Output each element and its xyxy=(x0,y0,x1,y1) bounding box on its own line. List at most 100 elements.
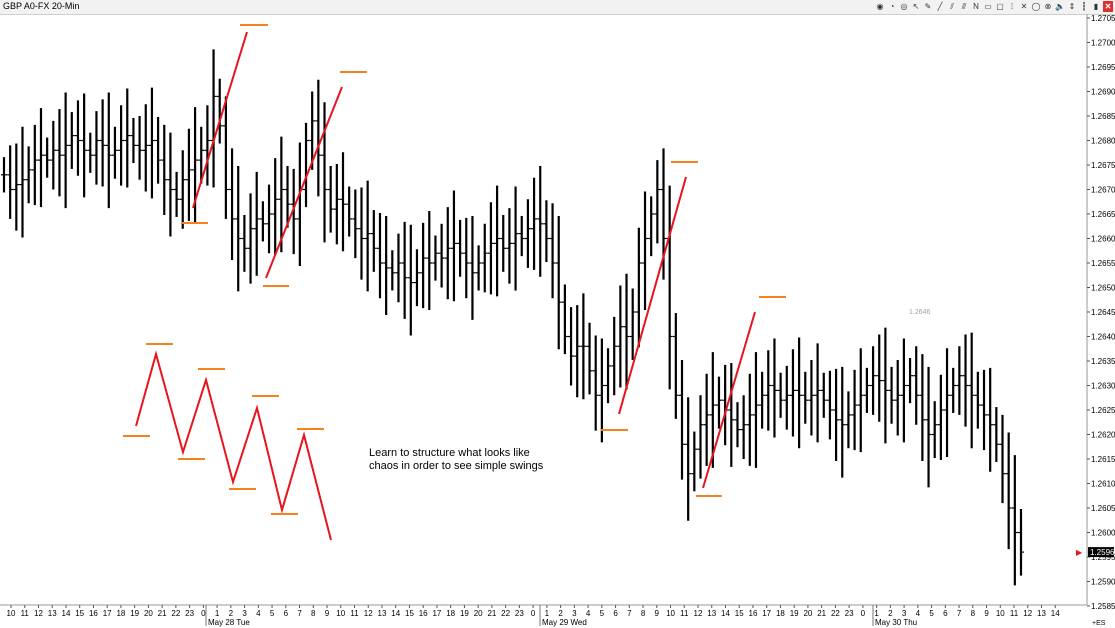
time-tick-label: 22 xyxy=(171,609,180,618)
time-tick-label: 5 xyxy=(600,609,605,618)
time-tick-label: 10 xyxy=(666,609,675,618)
globe-icon[interactable]: ◉ xyxy=(876,2,884,11)
price-tick-label: 1.2585 xyxy=(1091,602,1115,611)
time-tick-label: 21 xyxy=(158,609,167,618)
time-tick-label: 1 xyxy=(874,609,879,618)
time-tick-label: 22 xyxy=(831,609,840,618)
date-label: May 29 Wed xyxy=(542,618,587,627)
rectangle-icon[interactable]: ▢ xyxy=(996,2,1004,11)
gann-icon[interactable]: ⊗ xyxy=(1044,2,1052,11)
price-tick-label: 1.2700 xyxy=(1091,39,1115,48)
time-tick-label: 17 xyxy=(432,609,441,618)
ellipse-icon[interactable]: ◯ xyxy=(1031,2,1041,11)
zigzag-illustration[interactable] xyxy=(135,350,332,541)
time-tick-label: 1 xyxy=(215,609,220,618)
time-tick-label: 21 xyxy=(487,609,496,618)
trendline-icon[interactable]: ╱ xyxy=(937,2,943,11)
time-tick-label: 12 xyxy=(1023,609,1032,618)
time-tick-label: 15 xyxy=(75,609,84,618)
time-tick-label: 3 xyxy=(902,609,907,618)
time-tick-label: 3 xyxy=(242,609,247,618)
price-tick-label: 1.2635 xyxy=(1091,357,1115,366)
bars-icon[interactable]: ┇ xyxy=(1081,2,1087,11)
note-text-line-1: Learn to structure what looks like xyxy=(369,447,530,459)
time-tick-label: 18 xyxy=(776,609,785,618)
time-tick-label: 23 xyxy=(845,609,854,618)
chart-title: GBP A0-FX 20-Min xyxy=(3,1,80,11)
cross-icon[interactable]: ✕ xyxy=(1020,2,1028,11)
price-tick-label: 1.2625 xyxy=(1091,406,1115,415)
close-icon[interactable]: ✕ xyxy=(1103,1,1113,12)
price-tick-label: 1.2630 xyxy=(1091,382,1115,391)
time-tick-label: 7 xyxy=(627,609,632,618)
speaker-icon[interactable]: 🔈 xyxy=(1055,2,1065,11)
up-down-icon[interactable]: ⇕ xyxy=(1068,2,1076,11)
target-icon[interactable]: ◎ xyxy=(900,2,908,11)
price-tick-label: 1.2595 xyxy=(1091,553,1115,562)
time-tick-label: 0 xyxy=(531,609,536,618)
candles-icon[interactable]: ▮ xyxy=(1093,2,1099,11)
time-tick-label: 18 xyxy=(446,609,455,618)
time-tick-label: 6 xyxy=(284,609,289,618)
time-tick-label: 3 xyxy=(572,609,577,618)
price-tick-label: 1.2620 xyxy=(1091,431,1115,440)
price-tag-label: 1.2646 xyxy=(909,309,931,316)
price-tick-label: 1.2610 xyxy=(1091,480,1115,489)
price-tick-label: 1.2615 xyxy=(1091,455,1115,464)
time-tick-label: 10 xyxy=(996,609,1005,618)
time-tick-label: 11 xyxy=(350,609,359,618)
time-tick-label: 9 xyxy=(325,609,330,618)
time-tick-label: 10 xyxy=(336,609,345,618)
time-tick-label: 9 xyxy=(655,609,660,618)
time-tick-label: 2 xyxy=(229,609,234,618)
price-tick-label: 1.2695 xyxy=(1091,63,1115,72)
price-tick-label: 1.2640 xyxy=(1091,333,1115,342)
time-tick-label: 6 xyxy=(613,609,618,618)
price-tick-label: 1.2665 xyxy=(1091,210,1115,219)
date-label: May 30 Thu xyxy=(875,618,917,627)
time-tick-label: 17 xyxy=(762,609,771,618)
time-tick-label: 18 xyxy=(116,609,125,618)
channel-icon[interactable]: ⫽ xyxy=(950,2,954,11)
time-tick-label: 20 xyxy=(474,609,483,618)
price-tick-label: 1.2590 xyxy=(1091,578,1115,587)
time-tick-label: 8 xyxy=(971,609,976,618)
text-n-icon[interactable]: N xyxy=(973,2,979,11)
swing-line[interactable] xyxy=(192,31,248,209)
swing-line[interactable] xyxy=(618,176,687,415)
time-tick-label: 6 xyxy=(943,609,948,618)
price-tick-label: 1.2600 xyxy=(1091,529,1115,538)
clock-icon[interactable]: ◔ xyxy=(889,2,895,11)
time-tick-label: 9 xyxy=(984,609,989,618)
time-tick-label: 19 xyxy=(130,609,139,618)
time-tick-label: 14 xyxy=(62,609,71,618)
date-label: May 28 Tue xyxy=(208,618,250,627)
swing-line[interactable] xyxy=(702,311,756,489)
axis-corner-label: +ES xyxy=(1092,620,1106,627)
time-tick-label: 0 xyxy=(201,609,206,618)
price-tick-label: 1.2655 xyxy=(1091,259,1115,268)
time-tick-label: 23 xyxy=(185,609,194,618)
vertical-line-icon[interactable]: ⁞ xyxy=(1010,2,1014,11)
swing-line[interactable] xyxy=(265,86,343,279)
time-tick-label: 16 xyxy=(89,609,98,618)
time-tick-label: 11 xyxy=(680,609,689,618)
price-tick-label: 1.2680 xyxy=(1091,137,1115,146)
price-tick-label: 1.2685 xyxy=(1091,112,1115,121)
time-tick-label: 8 xyxy=(641,609,646,618)
price-tick-label: 1.2690 xyxy=(1091,88,1115,97)
price-tick-label: 1.2705 xyxy=(1091,14,1115,23)
time-tick-label: 14 xyxy=(391,609,400,618)
cursor-icon[interactable]: ↖ xyxy=(912,2,920,11)
time-tick-label: 5 xyxy=(929,609,934,618)
time-tick-label: 2 xyxy=(558,609,563,618)
pencil-icon[interactable]: ✎ xyxy=(924,2,932,11)
time-tick-label: 11 xyxy=(1010,609,1019,618)
parallel-lines-icon[interactable]: ⫻ xyxy=(961,2,967,11)
current-price-label: 1.2596 xyxy=(1090,548,1115,557)
price-tick-label: 1.2650 xyxy=(1091,284,1115,293)
time-tick-label: 20 xyxy=(803,609,812,618)
highlight-icon[interactable]: ▭ xyxy=(984,2,992,11)
time-tick-label: 2 xyxy=(888,609,893,618)
